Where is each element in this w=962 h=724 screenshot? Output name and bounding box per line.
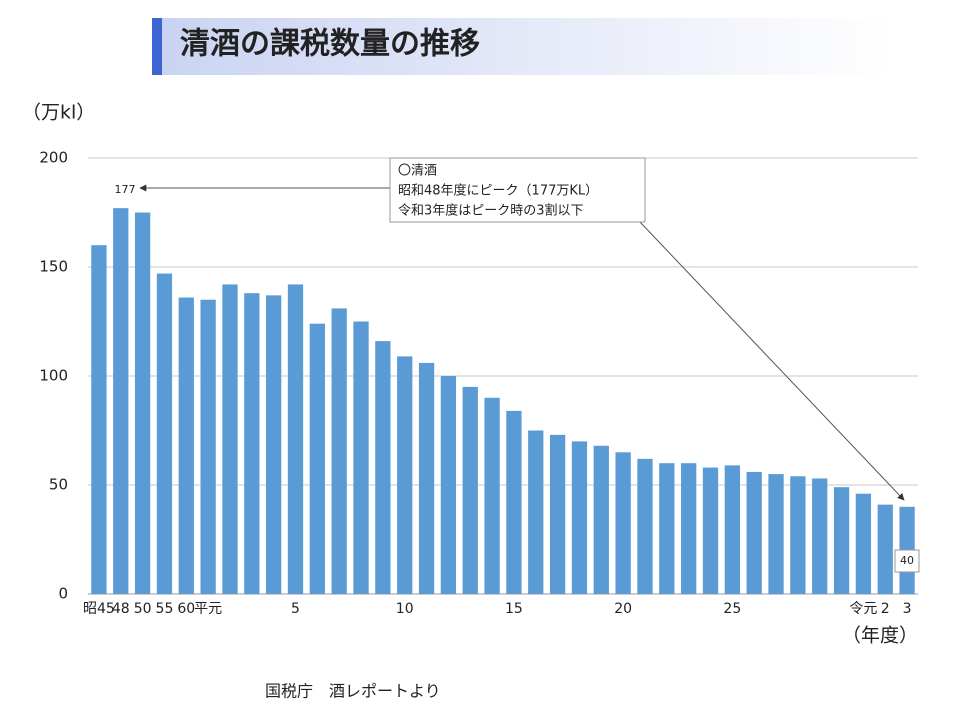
bar — [440, 376, 457, 594]
annotation-line: 〇清酒 — [398, 164, 437, 179]
y-tick-label: 50 — [49, 476, 68, 494]
bar — [91, 245, 107, 594]
bar — [877, 504, 893, 594]
bar — [855, 493, 872, 594]
y-tick-label: 0 — [58, 585, 68, 603]
x-tick-label: 55 — [156, 601, 174, 617]
bar — [593, 445, 609, 594]
source: 国税庁 酒レポートより — [265, 682, 441, 701]
bar — [134, 212, 151, 594]
bar — [462, 386, 478, 594]
bar — [506, 410, 522, 594]
x-unit: （年度） — [842, 625, 918, 647]
annotation-arrow — [639, 221, 905, 501]
annotation-line: 昭和48年度にピーク（177万KL） — [398, 183, 598, 199]
annotation-box — [389, 157, 646, 223]
x-tick-label: 15 — [505, 601, 523, 617]
last-label-box — [894, 549, 920, 573]
bar — [768, 474, 784, 594]
bar — [418, 362, 435, 594]
x-tick-label: 25 — [723, 601, 741, 617]
bar — [156, 273, 173, 594]
bar — [200, 299, 216, 594]
peak-label: 177 — [115, 183, 136, 196]
y-unit: （万kl） — [22, 102, 95, 124]
bar — [353, 321, 369, 594]
bar — [113, 208, 129, 594]
bar — [397, 356, 413, 594]
bar — [681, 463, 697, 594]
bar — [790, 476, 806, 594]
y-tick-label: 200 — [39, 149, 68, 167]
last-label: 40 — [900, 554, 914, 567]
chart-title: 清酒の課税数量の推移 — [180, 27, 480, 62]
bar — [571, 441, 588, 594]
x-tick-label: 令元 — [849, 601, 877, 617]
bar — [615, 452, 631, 594]
x-tick-label: 5 — [291, 601, 300, 617]
bar — [637, 458, 653, 594]
y-tick-label: 100 — [39, 367, 68, 385]
bar — [331, 308, 347, 594]
bar — [244, 293, 260, 594]
x-tick-label: 50 — [134, 601, 152, 617]
bar — [222, 284, 238, 594]
bar — [287, 284, 304, 594]
bar — [549, 434, 566, 594]
bar — [309, 323, 325, 594]
bar — [266, 295, 282, 594]
x-tick-label: 3 — [903, 601, 912, 617]
bar — [833, 487, 850, 594]
bar — [812, 478, 828, 594]
x-tick-label: 48 — [112, 601, 130, 617]
x-tick-label: 2 — [881, 601, 890, 617]
bar — [375, 341, 391, 594]
x-tick-label: 昭45 — [83, 601, 115, 617]
bar — [659, 463, 675, 594]
bar — [724, 465, 740, 594]
x-tick-label: 平元 — [194, 601, 222, 617]
title-accent — [152, 18, 162, 75]
bar — [746, 471, 762, 594]
bar — [484, 397, 500, 594]
x-tick-label: 10 — [396, 601, 414, 617]
x-tick-label: 60 — [177, 601, 195, 617]
bar — [528, 430, 544, 594]
y-tick-label: 150 — [39, 258, 68, 276]
bar — [178, 297, 194, 594]
title-band — [152, 18, 892, 75]
annotation-line: 令和3年度はピーク時の3割以下 — [398, 203, 584, 219]
x-tick-label: 20 — [614, 601, 632, 617]
bar — [702, 467, 719, 594]
